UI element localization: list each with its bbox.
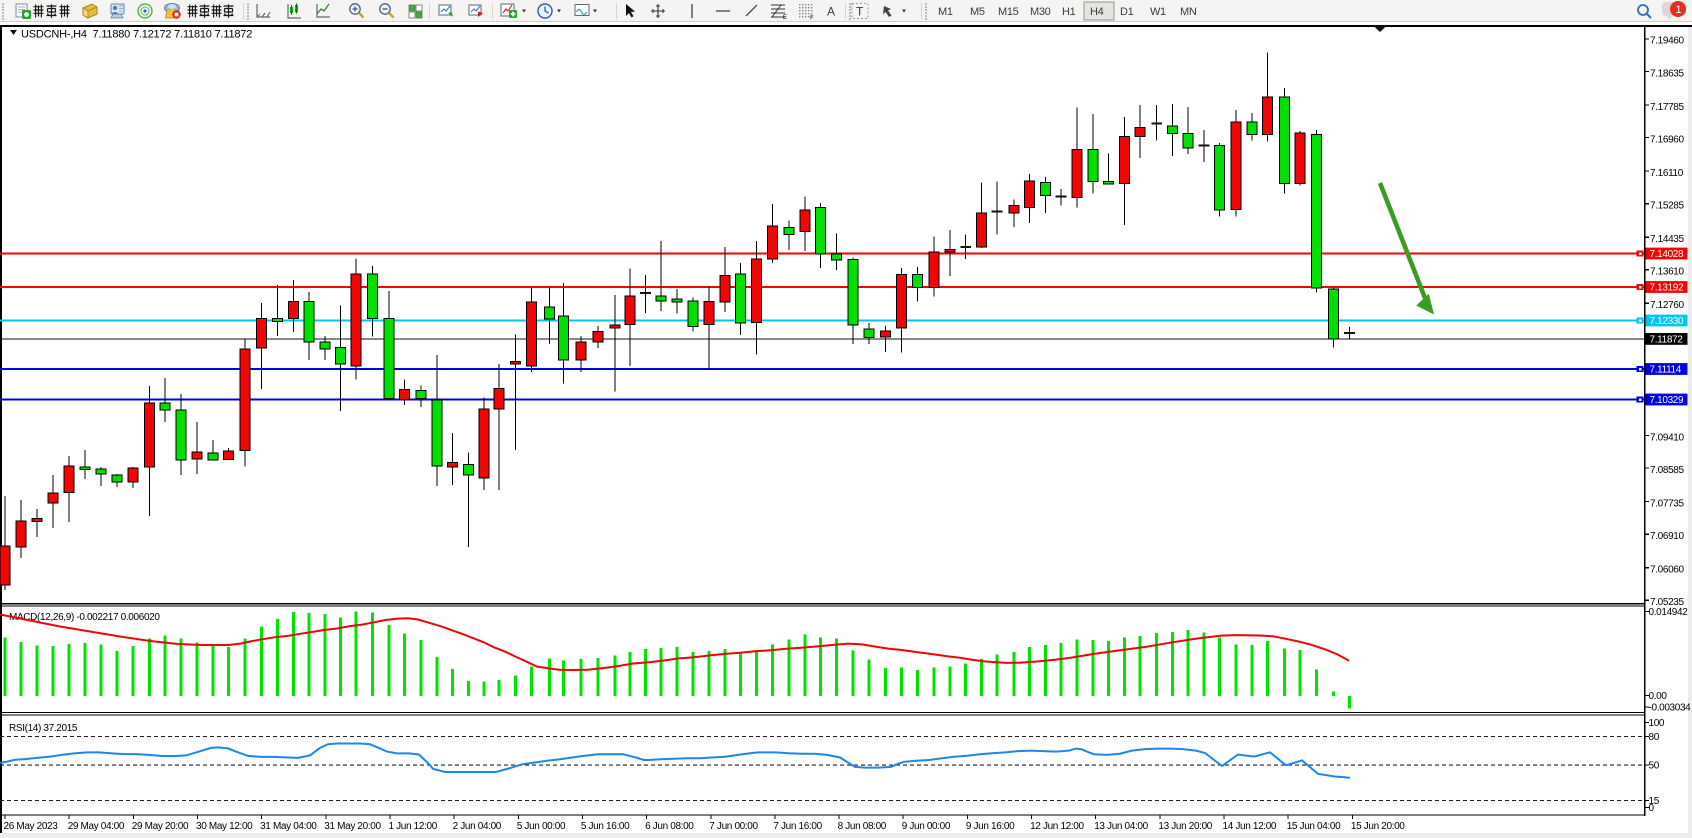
- svg-text:7.16960: 7.16960: [1650, 134, 1684, 145]
- svg-text:7.17785: 7.17785: [1650, 102, 1684, 113]
- svg-text:W1: W1: [1150, 6, 1166, 18]
- svg-text:1 Jun 12:00: 1 Jun 12:00: [389, 821, 438, 832]
- svg-text:MACD(12,26,9) -0.002217 0.0060: MACD(12,26,9) -0.002217 0.006020: [9, 612, 160, 623]
- svg-text:7 Jun 16:00: 7 Jun 16:00: [773, 821, 822, 832]
- svg-text:7.09410: 7.09410: [1650, 432, 1684, 443]
- svg-text:14 Jun 12:00: 14 Jun 12:00: [1223, 821, 1277, 832]
- svg-text:A: A: [827, 5, 835, 19]
- svg-text:15 Jun 04:00: 15 Jun 04:00: [1287, 821, 1341, 832]
- svg-text:E: E: [783, 15, 787, 21]
- svg-text:M30: M30: [1030, 6, 1051, 18]
- svg-text:5 Jun 00:00: 5 Jun 00:00: [517, 821, 566, 832]
- svg-text:7.11872: 7.11872: [1650, 335, 1684, 346]
- svg-text:5 Jun 16:00: 5 Jun 16:00: [581, 821, 630, 832]
- svg-text:7.08585: 7.08585: [1650, 465, 1684, 476]
- svg-text:M5: M5: [970, 6, 985, 18]
- svg-text:31 May 04:00: 31 May 04:00: [260, 821, 317, 832]
- svg-text:12 Jun 12:00: 12 Jun 12:00: [1030, 821, 1084, 832]
- svg-text:7 Jun 00:00: 7 Jun 00:00: [709, 821, 758, 832]
- svg-text:0.00: 0.00: [1649, 691, 1668, 702]
- svg-text:7.14435: 7.14435: [1650, 234, 1684, 245]
- svg-text:0.014942: 0.014942: [1649, 607, 1689, 618]
- svg-text:13 Jun 20:00: 13 Jun 20:00: [1158, 821, 1212, 832]
- svg-text:7.12330: 7.12330: [1650, 316, 1684, 327]
- svg-text:7.11114: 7.11114: [1650, 365, 1682, 376]
- svg-text:100: 100: [1649, 718, 1665, 729]
- svg-text:7.13192: 7.13192: [1650, 283, 1684, 294]
- svg-text:T: T: [856, 5, 864, 19]
- svg-text:7.16110: 7.16110: [1650, 168, 1684, 179]
- svg-text:7.05235: 7.05235: [1650, 597, 1684, 608]
- svg-text:0: 0: [1649, 803, 1655, 814]
- svg-text:H4: H4: [1090, 6, 1104, 18]
- svg-text:7.13610: 7.13610: [1650, 267, 1684, 278]
- svg-text:7.19460: 7.19460: [1650, 36, 1684, 47]
- svg-text:9 Jun 16:00: 9 Jun 16:00: [966, 821, 1015, 832]
- svg-text:7.07735: 7.07735: [1650, 498, 1684, 509]
- svg-text:7.14028: 7.14028: [1650, 249, 1684, 260]
- svg-text:7.12760: 7.12760: [1650, 300, 1684, 311]
- svg-text:8 Jun 08:00: 8 Jun 08:00: [838, 821, 887, 832]
- svg-text:F: F: [810, 16, 814, 22]
- svg-text:7.15285: 7.15285: [1650, 201, 1684, 212]
- svg-text:6 Jun 08:00: 6 Jun 08:00: [645, 821, 694, 832]
- svg-text:2 Jun 04:00: 2 Jun 04:00: [453, 821, 502, 832]
- svg-text:26 May 2023: 26 May 2023: [4, 821, 59, 832]
- svg-text:31 May 20:00: 31 May 20:00: [324, 821, 381, 832]
- svg-text:M15: M15: [998, 6, 1019, 18]
- svg-text:1: 1: [1676, 4, 1682, 16]
- svg-text:29 May 20:00: 29 May 20:00: [132, 821, 189, 832]
- svg-text:D1: D1: [1120, 6, 1134, 18]
- svg-text:30 May 12:00: 30 May 12:00: [196, 821, 253, 832]
- svg-text:15 Jun 20:00: 15 Jun 20:00: [1351, 821, 1405, 832]
- svg-text:M1: M1: [938, 6, 953, 18]
- svg-text:USDCNH-,H4 7.11880 7.12172 7.: USDCNH-,H4 7.11880 7.12172 7.11810 7.118…: [21, 29, 252, 41]
- svg-text:7.10329: 7.10329: [1650, 395, 1684, 406]
- svg-text:-0.003034: -0.003034: [1649, 703, 1692, 714]
- svg-text:50: 50: [1649, 761, 1660, 772]
- svg-text:RSI(14) 37.2015: RSI(14) 37.2015: [9, 723, 78, 734]
- svg-text:7.18635: 7.18635: [1650, 68, 1684, 79]
- svg-text:13 Jun 04:00: 13 Jun 04:00: [1094, 821, 1148, 832]
- svg-text:29 May 04:00: 29 May 04:00: [68, 821, 125, 832]
- svg-text:15: 15: [1649, 796, 1660, 807]
- svg-text:H1: H1: [1062, 6, 1076, 18]
- svg-text:7.06060: 7.06060: [1650, 565, 1684, 576]
- svg-text:7.06910: 7.06910: [1650, 531, 1684, 542]
- svg-text:9 Jun 00:00: 9 Jun 00:00: [902, 821, 951, 832]
- svg-text:MN: MN: [1180, 6, 1197, 18]
- svg-text:80: 80: [1649, 732, 1660, 743]
